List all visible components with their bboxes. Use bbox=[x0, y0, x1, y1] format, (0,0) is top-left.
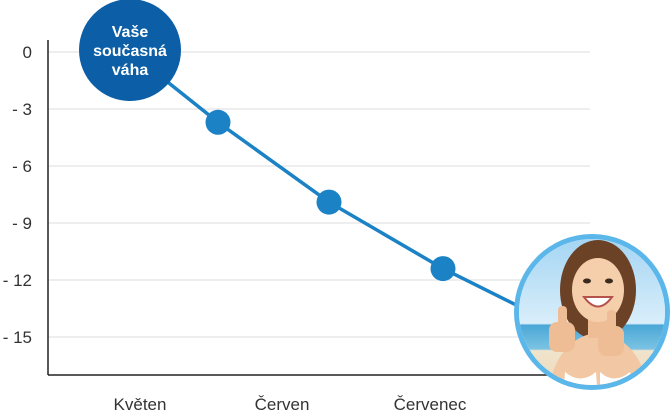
badge-line-3: váha bbox=[112, 62, 149, 79]
x-tick-label: Červenec bbox=[394, 395, 467, 411]
y-tick-label: - 6 bbox=[12, 157, 32, 176]
badge-line-1: Vaše bbox=[112, 24, 149, 41]
y-tick-label: - 15 bbox=[3, 328, 32, 347]
y-tick-label: 0 bbox=[23, 43, 32, 62]
grid-lines bbox=[48, 51, 590, 338]
data-point bbox=[205, 109, 231, 135]
x-tick-label: Květen bbox=[114, 395, 167, 411]
y-tick-label: - 9 bbox=[12, 214, 32, 233]
x-axis-labels: Květen Červen Červenec bbox=[114, 395, 467, 411]
axes bbox=[47, 40, 590, 376]
badge-line-2: současná bbox=[93, 43, 167, 60]
badge-circle bbox=[79, 0, 181, 101]
data-point bbox=[316, 189, 342, 215]
current-weight-badge: Vaše současná váha bbox=[79, 0, 181, 101]
y-tick-label: - 3 bbox=[12, 100, 32, 119]
y-axis-ticks: 0 - 3 - 6 - 9 - 12 - 15 bbox=[3, 43, 32, 347]
end-photo-marker bbox=[514, 234, 670, 390]
data-points bbox=[205, 109, 456, 282]
data-point bbox=[430, 256, 456, 282]
y-tick-label: - 12 bbox=[3, 271, 32, 290]
x-tick-label: Červen bbox=[255, 395, 310, 411]
